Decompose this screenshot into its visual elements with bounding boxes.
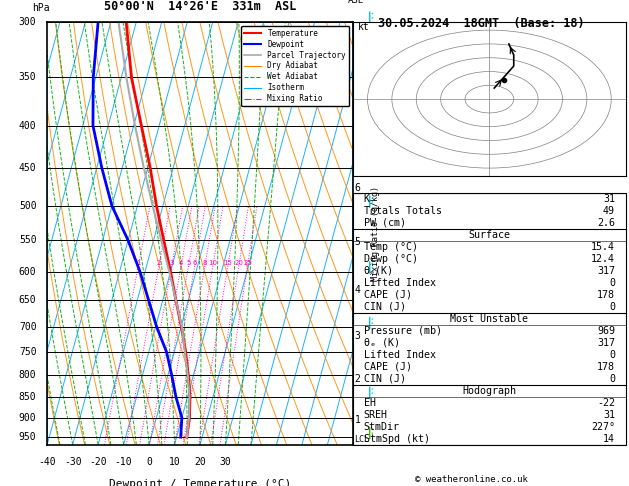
Text: 4: 4 bbox=[179, 260, 183, 265]
Text: 7: 7 bbox=[354, 148, 360, 158]
Text: CAPE (J): CAPE (J) bbox=[364, 290, 412, 300]
Text: 12.4: 12.4 bbox=[591, 254, 615, 263]
Text: 0: 0 bbox=[609, 349, 615, 360]
Text: 900: 900 bbox=[19, 413, 36, 423]
Text: kt: kt bbox=[358, 22, 369, 32]
Text: 5: 5 bbox=[186, 260, 191, 265]
Text: Totals Totals: Totals Totals bbox=[364, 206, 442, 216]
Text: 1: 1 bbox=[136, 260, 141, 265]
Text: 800: 800 bbox=[19, 370, 36, 380]
Text: 2: 2 bbox=[157, 260, 161, 265]
Text: 49: 49 bbox=[603, 206, 615, 216]
Text: 15.4: 15.4 bbox=[591, 242, 615, 252]
Text: 6: 6 bbox=[192, 260, 197, 265]
Text: Pressure (mb): Pressure (mb) bbox=[364, 326, 442, 336]
Text: hPa: hPa bbox=[32, 3, 50, 14]
Text: 15: 15 bbox=[223, 260, 232, 265]
Text: Hodograph: Hodograph bbox=[462, 386, 516, 396]
Text: 20: 20 bbox=[194, 457, 206, 468]
Text: 30: 30 bbox=[220, 457, 231, 468]
Text: CAPE (J): CAPE (J) bbox=[364, 362, 412, 372]
Text: 227°: 227° bbox=[591, 422, 615, 432]
Text: 1: 1 bbox=[354, 415, 360, 425]
Text: 178: 178 bbox=[597, 362, 615, 372]
Text: 500: 500 bbox=[19, 201, 36, 211]
Text: CIN (J): CIN (J) bbox=[364, 302, 406, 312]
Text: SREH: SREH bbox=[364, 410, 388, 420]
Text: 31: 31 bbox=[603, 193, 615, 204]
Text: θₑ (K): θₑ (K) bbox=[364, 338, 400, 347]
Text: Mixing Ratio (g/kg): Mixing Ratio (g/kg) bbox=[371, 186, 381, 281]
Text: 400: 400 bbox=[19, 121, 36, 131]
Text: 178: 178 bbox=[597, 290, 615, 300]
Text: km
ASL: km ASL bbox=[348, 0, 364, 5]
Text: 20: 20 bbox=[235, 260, 243, 265]
Text: Dewp (°C): Dewp (°C) bbox=[364, 254, 418, 263]
Legend: Temperature, Dewpoint, Parcel Trajectory, Dry Adiabat, Wet Adiabat, Isotherm, Mi: Temperature, Dewpoint, Parcel Trajectory… bbox=[242, 26, 349, 106]
Text: 850: 850 bbox=[19, 392, 36, 402]
Text: 10: 10 bbox=[208, 260, 218, 265]
Text: -22: -22 bbox=[597, 398, 615, 408]
Text: 317: 317 bbox=[597, 266, 615, 276]
Text: 50°00'N  14°26'E  331m  ASL: 50°00'N 14°26'E 331m ASL bbox=[104, 0, 296, 14]
Text: 450: 450 bbox=[19, 163, 36, 173]
Text: -20: -20 bbox=[89, 457, 107, 468]
Text: 14: 14 bbox=[603, 434, 615, 444]
Text: 10: 10 bbox=[169, 457, 181, 468]
Text: 650: 650 bbox=[19, 295, 36, 306]
Text: PW (cm): PW (cm) bbox=[364, 218, 406, 227]
Text: StmDir: StmDir bbox=[364, 422, 400, 432]
Text: 30.05.2024  18GMT  (Base: 18): 30.05.2024 18GMT (Base: 18) bbox=[378, 17, 584, 30]
Text: 0: 0 bbox=[609, 302, 615, 312]
Text: Lifted Index: Lifted Index bbox=[364, 278, 436, 288]
Text: Dewpoint / Temperature (°C): Dewpoint / Temperature (°C) bbox=[109, 479, 291, 486]
Text: θₑ(K): θₑ(K) bbox=[364, 266, 394, 276]
Text: -40: -40 bbox=[38, 457, 56, 468]
Text: 0: 0 bbox=[609, 374, 615, 383]
Text: 8: 8 bbox=[203, 260, 207, 265]
Text: © weatheronline.co.uk: © weatheronline.co.uk bbox=[415, 474, 528, 484]
Text: 950: 950 bbox=[19, 432, 36, 442]
Text: 31: 31 bbox=[603, 410, 615, 420]
Text: Most Unstable: Most Unstable bbox=[450, 313, 528, 324]
Text: 8: 8 bbox=[354, 110, 360, 121]
Text: 300: 300 bbox=[19, 17, 36, 27]
Text: Surface: Surface bbox=[469, 230, 510, 240]
Text: -10: -10 bbox=[114, 457, 133, 468]
Text: 350: 350 bbox=[19, 72, 36, 83]
Text: EH: EH bbox=[364, 398, 376, 408]
Text: LCL: LCL bbox=[354, 434, 369, 444]
Text: 317: 317 bbox=[597, 338, 615, 347]
Text: 969: 969 bbox=[597, 326, 615, 336]
Text: Lifted Index: Lifted Index bbox=[364, 349, 436, 360]
Text: 4: 4 bbox=[354, 285, 360, 295]
Text: -30: -30 bbox=[64, 457, 82, 468]
Text: Temp (°C): Temp (°C) bbox=[364, 242, 418, 252]
Text: 0: 0 bbox=[146, 457, 152, 468]
Text: 700: 700 bbox=[19, 322, 36, 332]
Text: 550: 550 bbox=[19, 235, 36, 245]
Text: StmSpd (kt): StmSpd (kt) bbox=[364, 434, 430, 444]
Text: 5: 5 bbox=[354, 237, 360, 246]
Text: 3: 3 bbox=[354, 331, 360, 341]
Text: 600: 600 bbox=[19, 267, 36, 277]
Text: 0: 0 bbox=[609, 278, 615, 288]
Text: 2: 2 bbox=[354, 374, 360, 384]
Text: 750: 750 bbox=[19, 347, 36, 357]
Text: CIN (J): CIN (J) bbox=[364, 374, 406, 383]
Text: 2.6: 2.6 bbox=[597, 218, 615, 227]
Text: 6: 6 bbox=[354, 183, 360, 193]
Text: K: K bbox=[364, 193, 370, 204]
Text: 3: 3 bbox=[170, 260, 174, 265]
Text: 25: 25 bbox=[243, 260, 252, 265]
